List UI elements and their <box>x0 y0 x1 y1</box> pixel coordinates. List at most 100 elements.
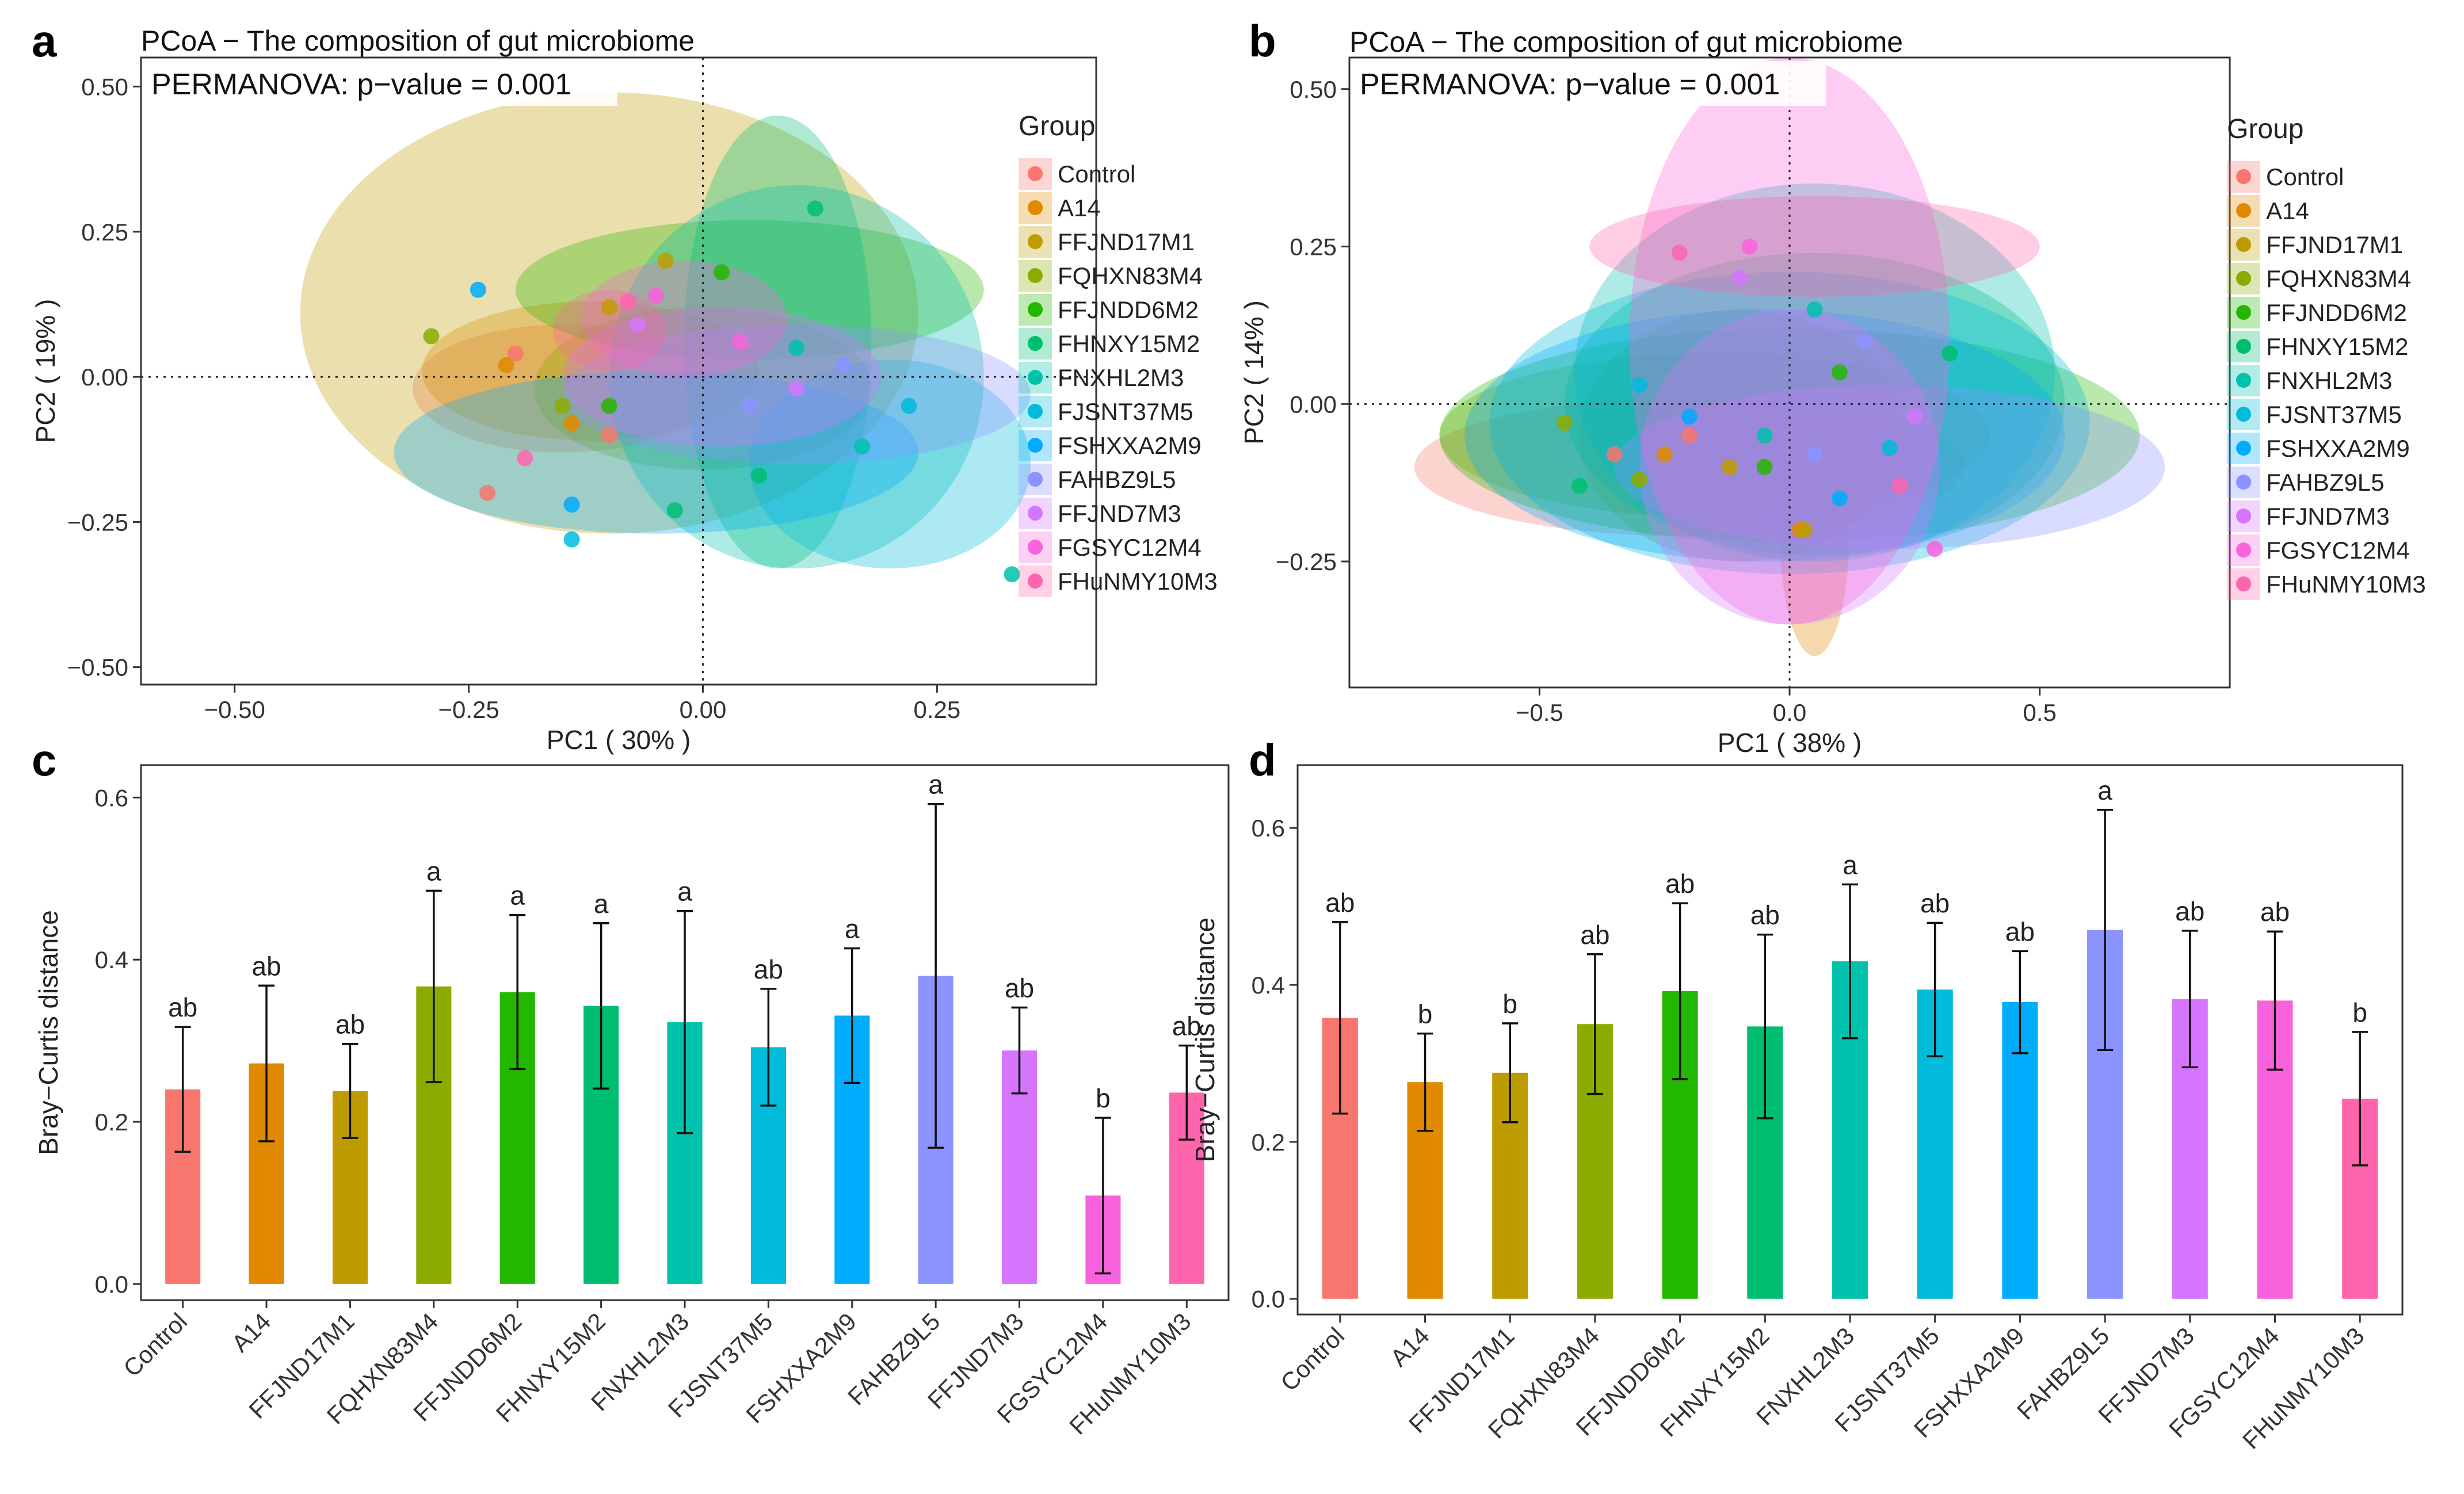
legend-item: FHNXY15M2 <box>1019 328 1200 360</box>
significance-label: ab <box>1580 920 1609 950</box>
point-FFJND17M1 <box>1721 458 1738 475</box>
legend-dot <box>1028 336 1043 351</box>
ellipse-FHNXY15M2 <box>684 115 872 569</box>
point-FJSNT37M5 <box>1631 377 1648 393</box>
y-tick-label: 0.50 <box>81 73 128 100</box>
ellipse-Control <box>1414 398 1965 537</box>
legend-dot <box>2236 237 2251 252</box>
significance-label: b <box>2352 998 2367 1027</box>
legend-dot <box>2236 271 2251 286</box>
significance-label: a <box>1843 850 1857 880</box>
point-A14 <box>498 357 514 373</box>
legend-label: A14 <box>2266 197 2309 224</box>
significance-label: ab <box>335 1010 365 1040</box>
point-FNXHL2M3 <box>1756 427 1773 444</box>
point-Control <box>479 484 496 501</box>
pcoa-panel-b: b PCoA − The composition of gut microbiom… <box>1239 16 2426 758</box>
point-FNXHL2M3 <box>1806 301 1823 318</box>
significance-label: ab <box>2005 916 2035 946</box>
legend-label: FFJNDD6M2 <box>2266 299 2407 326</box>
ellipse-FFJND17M1 <box>1579 310 1900 561</box>
legend-dot <box>2236 576 2251 591</box>
point-FHuNMY10M3 <box>517 450 533 467</box>
legend-item: FFJND17M1 <box>2227 229 2403 261</box>
legend-item: FFJND7M3 <box>2227 500 2390 532</box>
error-bar <box>1011 1006 1028 1095</box>
legend-label: A14 <box>1058 194 1101 221</box>
ellipse-FNXHL2M3 <box>1574 184 2055 561</box>
legend-label: Control <box>2266 163 2344 190</box>
legend-dot <box>1028 370 1043 385</box>
point-FSHXXA2M9 <box>1681 408 1698 425</box>
ellipse-FFJNDD6M2 <box>1439 328 2140 543</box>
y-tick-label: −0.50 <box>67 654 128 681</box>
error-bar <box>2267 930 2283 1071</box>
point-FFJND7M3 <box>788 380 805 397</box>
error-bar <box>928 803 944 1149</box>
point-Control <box>507 345 524 362</box>
point-FFJNDD6M2 <box>714 264 730 281</box>
y-tick-label: 0.4 <box>1252 972 1285 999</box>
legend-dot <box>2236 339 2251 354</box>
point-FFJND7M3 <box>629 316 646 333</box>
point-FQHXN83M4 <box>1631 471 1648 488</box>
point-FGSYC12M4 <box>732 334 749 350</box>
point-FAHBZ9L5 <box>1806 446 1823 463</box>
point-FQHXN83M4 <box>554 398 571 414</box>
y-axis-label: PC2 ( 19% ) <box>30 299 60 444</box>
point-FFJND17M1 <box>601 299 617 315</box>
significance-label: a <box>594 889 609 919</box>
permanova-annotation: PERMANOVA: p−value = 0.001 <box>146 61 617 106</box>
error-bar <box>844 947 860 1084</box>
y-tick-label: 0.4 <box>95 946 128 973</box>
legend-item: FSHXXA2M9 <box>1019 430 1202 461</box>
point-FJSNT37M5 <box>1881 440 1898 456</box>
x-tick-label: 0.00 <box>680 696 727 723</box>
y-tick-label: 0.2 <box>1252 1129 1285 1156</box>
legend-label: FSHXXA2M9 <box>1058 432 1202 459</box>
bar-panel-d: dabControlbA14bFFJND17M1abFQHXN83M4abFFJ… <box>1190 735 2404 1454</box>
significance-label: ab <box>1920 888 1950 918</box>
legend-label: FAHBZ9L5 <box>2266 469 2384 496</box>
legend-item: FGSYC12M4 <box>1019 532 1202 563</box>
x-tick-label: −0.50 <box>204 696 265 723</box>
legend-item: FFJND17M1 <box>1019 226 1195 258</box>
legend-dot <box>1028 404 1043 419</box>
panel-label: b <box>1249 16 1276 66</box>
legend-item: FFJNDD6M2 <box>1019 294 1199 326</box>
point-FAHBZ9L5 <box>1856 333 1873 349</box>
point-FFJNDD6M2 <box>1756 458 1773 475</box>
error-bar <box>2352 1031 2368 1167</box>
point-FGSYC12M4 <box>648 287 665 304</box>
point-FHNXY15M2 <box>666 502 683 519</box>
x-tick-label: 0.5 <box>2023 699 2056 726</box>
legend-item: FGSYC12M4 <box>2227 534 2410 566</box>
point-FFJNDD6M2 <box>1831 364 1848 381</box>
error-bar <box>2097 809 2114 1051</box>
annotation-bg <box>146 61 617 106</box>
y-tick-label: 0.0 <box>1252 1286 1285 1313</box>
significance-label: ab <box>1665 869 1695 899</box>
legend-dot <box>2236 305 2251 320</box>
legend-dot <box>1028 472 1043 487</box>
ellipse-FFJND7M3 <box>1639 310 1940 625</box>
panel-label: a <box>32 16 57 66</box>
significance-label: ab <box>251 951 281 981</box>
annotation-bg <box>1354 61 1826 106</box>
legend-item: FSHXXA2M9 <box>2227 433 2410 464</box>
ellipse-A14 <box>1779 404 1850 656</box>
ellipse-FJSNT37M5 <box>749 359 1031 569</box>
legend-dot <box>2236 542 2251 557</box>
legend: Group Control A14 FFJND17M1 FQHXN83M4 FFJNDD6… <box>2227 114 2426 600</box>
legend-item: FJSNT37M5 <box>1019 396 1193 427</box>
legend-item: Control <box>1019 158 1135 190</box>
legend-dot <box>1028 268 1043 283</box>
legend-label: FAHBZ9L5 <box>1058 466 1176 493</box>
legend-item: FFJNDD6M2 <box>2227 297 2407 328</box>
panel-label: c <box>32 735 56 785</box>
legend-label: FFJND7M3 <box>2266 503 2390 530</box>
legend-item: FAHBZ9L5 <box>1019 464 1176 495</box>
significance-label: b <box>1418 999 1433 1029</box>
legend-item: Control <box>2227 161 2344 193</box>
x-tick-label: −0.25 <box>438 696 499 723</box>
